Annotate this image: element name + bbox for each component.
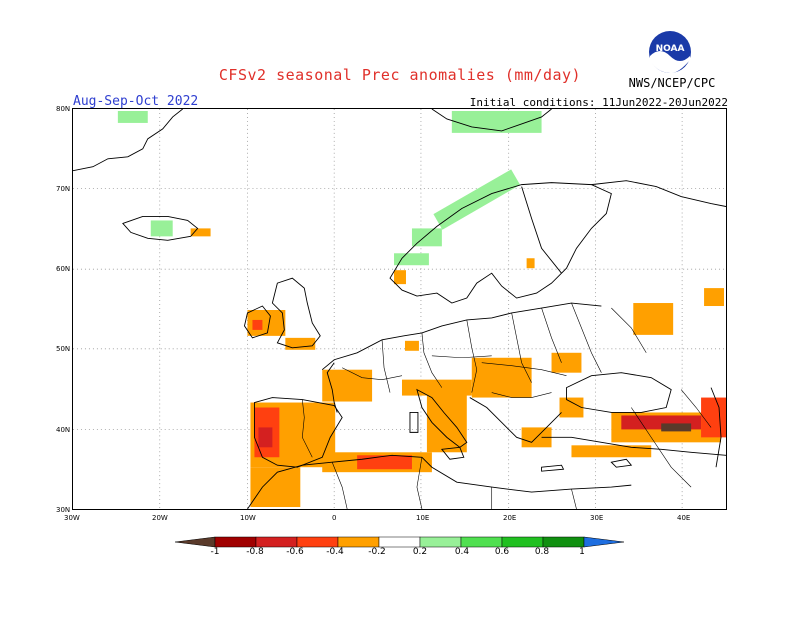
dry-patch-iceland-east: [190, 228, 211, 237]
colorbar-label-06: 0.6: [494, 547, 510, 557]
cyprus-coast: [610, 458, 633, 468]
colorbar-label-neg06: -0.6: [286, 547, 304, 557]
dry-patch-france: [322, 369, 373, 402]
dry-patch-ireland-core: [252, 319, 263, 330]
colorbar-swatch: [255, 536, 298, 548]
colorbar-swatch: [501, 536, 544, 548]
lon-label-30e: 30E: [590, 514, 604, 522]
lat-label-40n: 40N: [56, 426, 71, 434]
logo-text: NOAA: [656, 44, 685, 54]
ireland-coast: [243, 305, 271, 339]
dry-patch-caucasus: [701, 397, 726, 438]
crete-coast: [541, 464, 565, 472]
dry-patch-baltic: [526, 258, 535, 269]
dry-patch-algeria: [357, 455, 412, 470]
colorbar-arrow-low: [174, 536, 216, 548]
dry-patch-iberia-red: [258, 427, 273, 448]
colorbar-swatch: [337, 536, 380, 548]
sardinia-coast: [409, 412, 419, 433]
turkey-coast: [541, 436, 726, 456]
map-title: CFSv2 seasonal Prec anomalies (mm/day): [218, 66, 582, 84]
lat-label-80n: 80N: [56, 105, 71, 113]
colorbar-label-neg02: -0.2: [368, 547, 386, 557]
noaa-logo-icon: NOAA: [649, 31, 691, 74]
finland-border: [521, 186, 562, 274]
colorbar-label-04: 0.4: [454, 547, 470, 557]
wet-patch-norway-coast: [411, 228, 442, 247]
dry-patch-urals: [704, 288, 725, 307]
britain-coast: [271, 277, 321, 349]
dry-patch-russia-west: [633, 303, 674, 335]
lat-label-30n: 30N: [56, 506, 71, 514]
lon-label-0: 0: [332, 514, 337, 522]
dry-patch-morocco: [250, 467, 301, 508]
dry-patch-germany: [404, 340, 419, 351]
iceland-coast: [122, 216, 199, 241]
wet-patch-iceland: [150, 220, 173, 237]
map-grid: [73, 109, 726, 509]
colorbar-swatch: [419, 536, 462, 548]
colorbar-swatch: [378, 536, 421, 548]
lon-label-10e: 10E: [416, 514, 430, 522]
lon-label-10w: 10W: [240, 514, 256, 522]
wet-patch-norway-west: [394, 253, 429, 266]
colorbar-swatch: [214, 536, 257, 548]
dry-patch-east-med: [571, 445, 652, 458]
sicily-coast: [441, 446, 465, 460]
colorbar: [174, 536, 625, 548]
caspian-coast: [710, 387, 722, 468]
period-label: Aug-Sep-Oct 2022: [73, 94, 199, 109]
agency-label: NWS/NCEP/CPC: [628, 76, 716, 90]
colorbar-swatch: [296, 536, 339, 548]
wet-patch-greenland: [117, 110, 148, 123]
dry-patch-ukraine: [551, 352, 582, 373]
france-coast: [326, 362, 338, 413]
colorbar-swatch: [542, 536, 585, 548]
dry-patch-black-sea-west: [559, 397, 584, 418]
greenland-coast: [73, 109, 183, 172]
lon-label-20e: 20E: [503, 514, 517, 522]
dry-patch-italy: [426, 392, 467, 453]
national-borders: [301, 302, 712, 509]
dry-patch-scandinavia-south: [394, 270, 406, 285]
lat-label-70n: 70N: [56, 185, 71, 193]
lon-label-30w: 30W: [64, 514, 80, 522]
colorbar-label-02: 0.2: [412, 547, 428, 557]
kola-coast: [591, 180, 726, 207]
adriatic-balkan-coast: [469, 397, 562, 443]
colorbar-label-1: 1: [579, 547, 585, 557]
colorbar-label-08: 0.8: [534, 547, 550, 557]
colorbar-label-neg08: -0.8: [246, 547, 264, 557]
wet-patch-norway-north: [433, 169, 521, 230]
italy-coast: [416, 388, 468, 448]
svalbard-coast: [431, 109, 552, 132]
scandinavia-coast: [389, 182, 612, 304]
precipitation-anomaly-map: [72, 108, 727, 510]
colorbar-label-neg1: -1: [210, 547, 220, 557]
lat-label-50n: 50N: [56, 345, 71, 353]
black-sea-coast: [566, 372, 672, 413]
dry-patch-balkans: [471, 357, 532, 398]
lon-label-40e: 40E: [677, 514, 691, 522]
colorbar-label-neg04: -0.4: [326, 547, 344, 557]
iberia-coast: [253, 397, 343, 468]
initial-conditions-label: Initial conditions: 11Jun2022-20Jun2022: [469, 96, 728, 109]
dry-patch-alps: [401, 379, 472, 396]
colorbar-arrow-high: [583, 536, 625, 548]
dry-anomaly-patches: [190, 228, 726, 508]
colorbar-swatch: [460, 536, 503, 548]
dry-patch-caucasus-extreme: [661, 423, 692, 432]
lat-label-60n: 60N: [56, 265, 71, 273]
lon-label-20w: 20W: [152, 514, 168, 522]
dry-patch-uk-south: [285, 337, 316, 350]
wet-anomaly-patches: [117, 110, 542, 266]
